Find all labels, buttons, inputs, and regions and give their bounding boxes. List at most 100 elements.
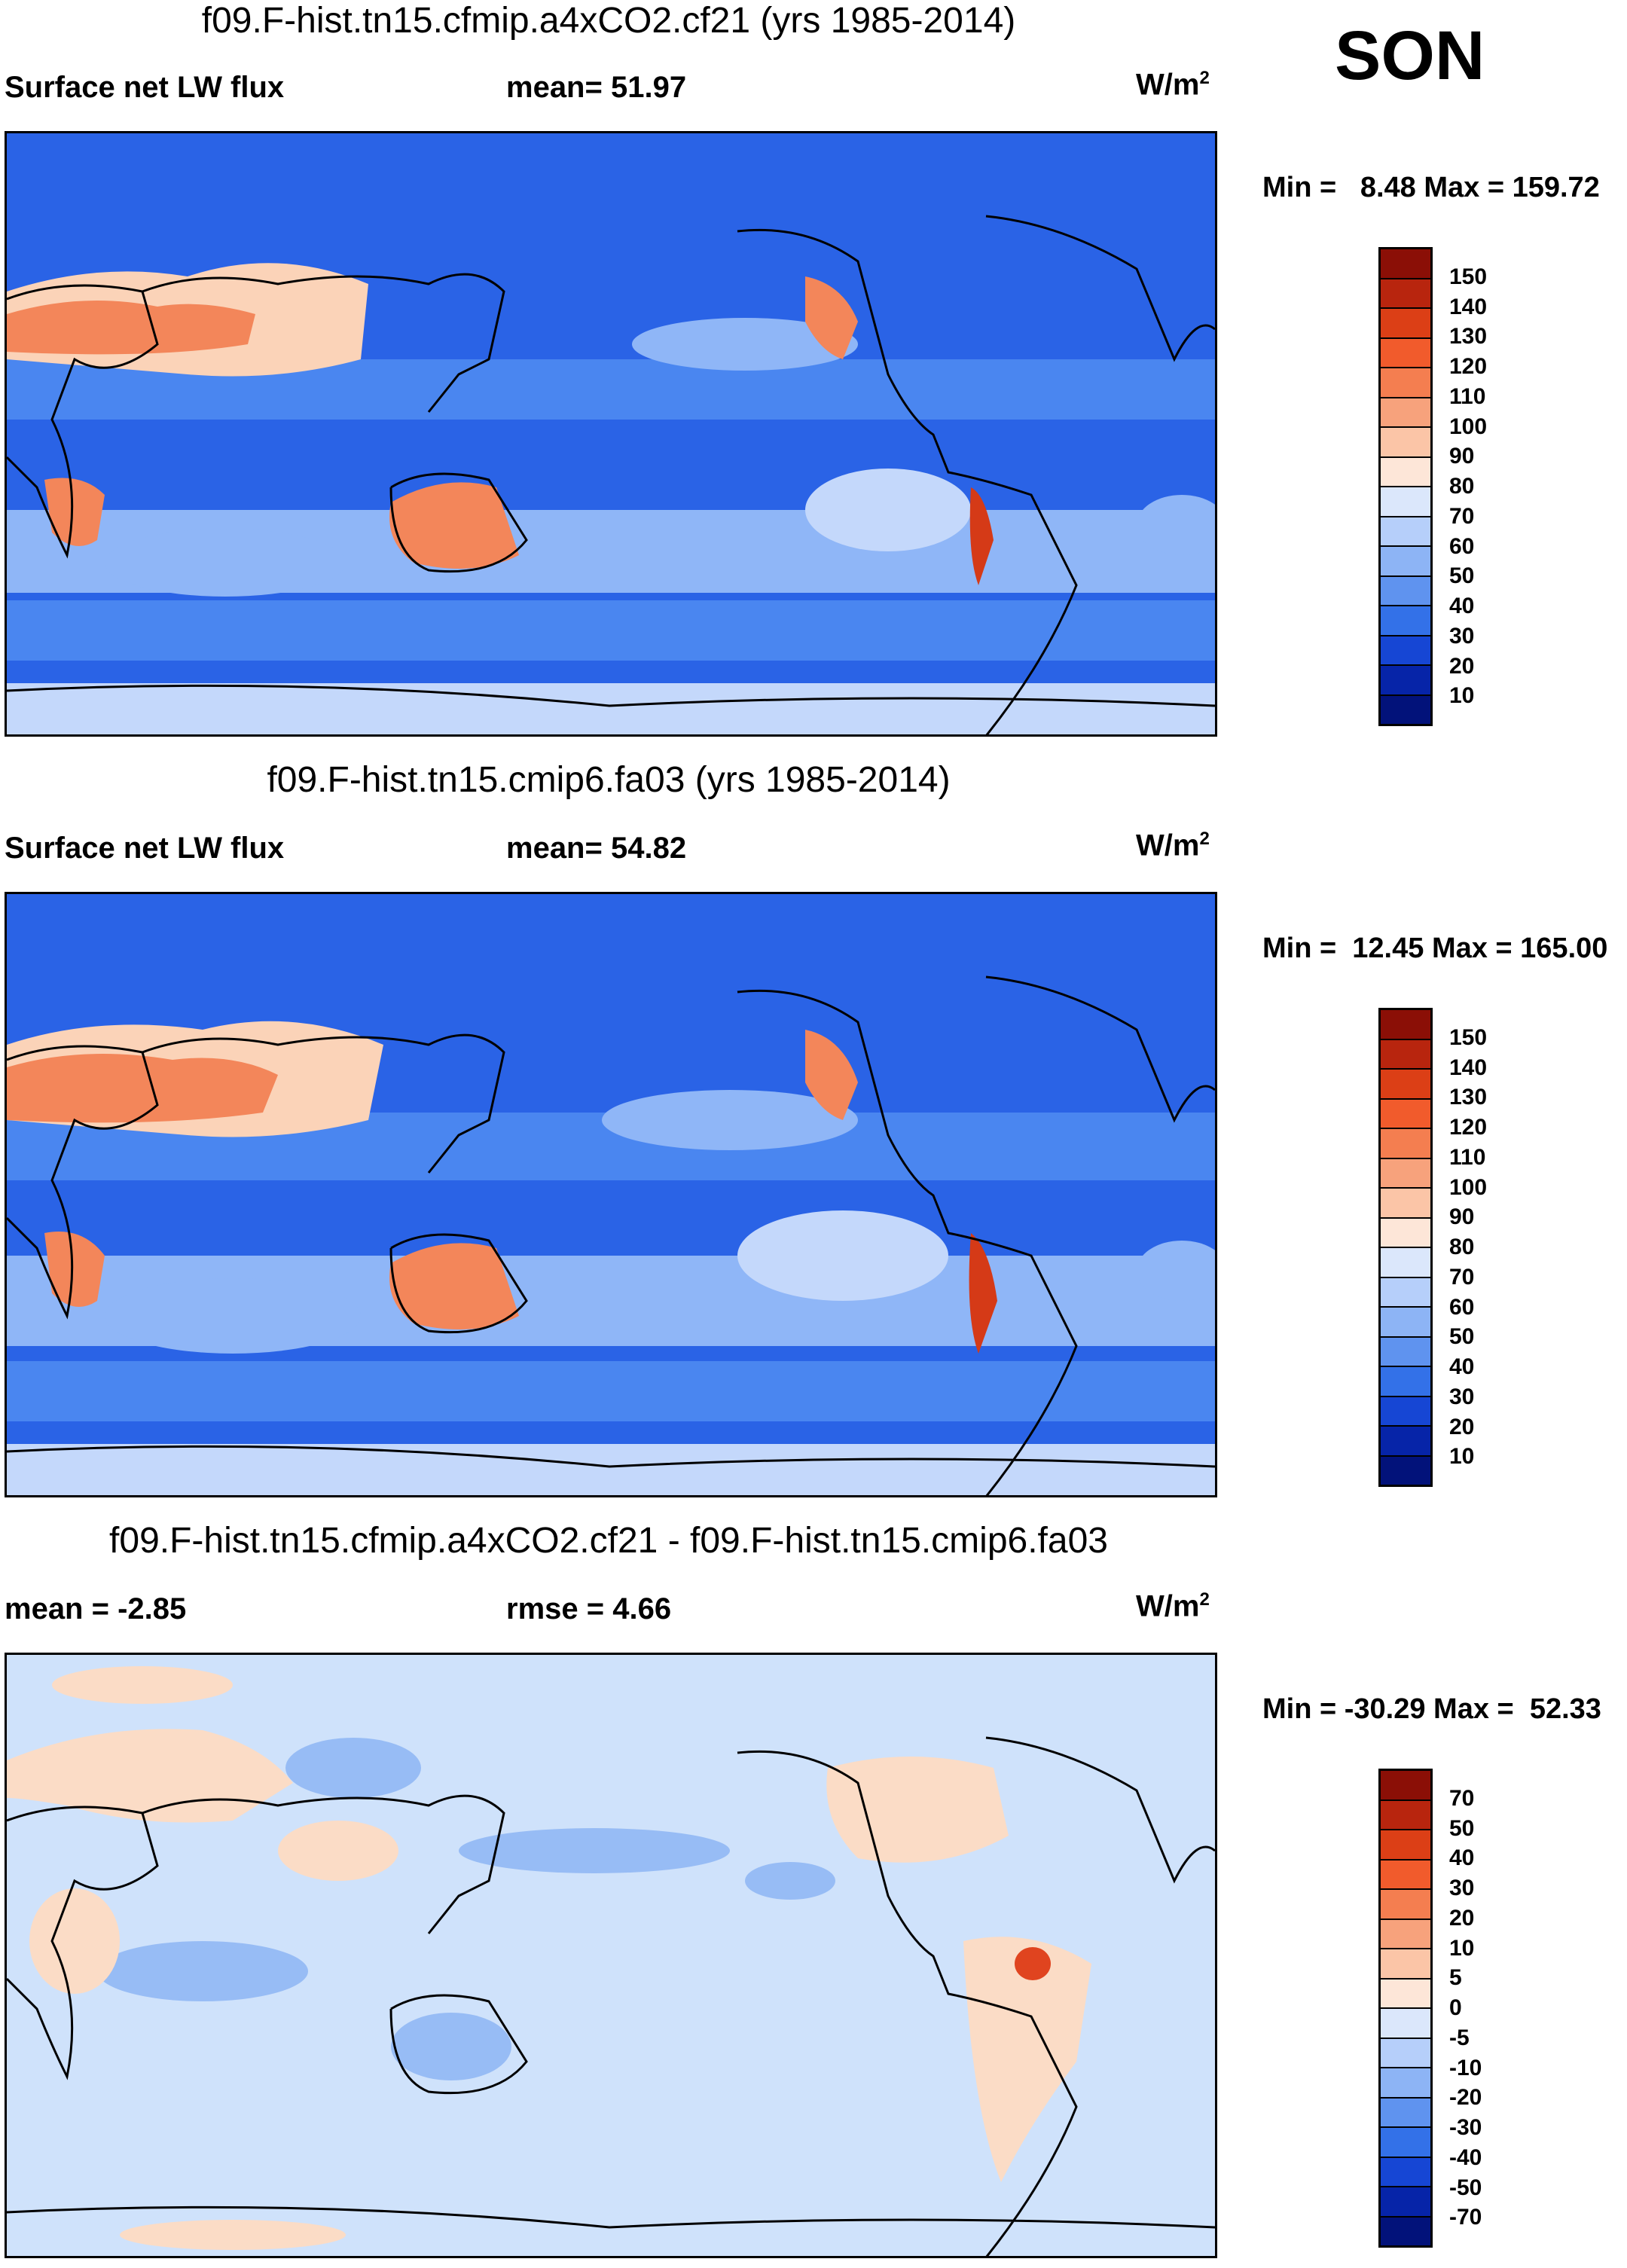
- diff-mean-label: mean = -2.85: [5, 1592, 187, 1625]
- colorbar-top: [1378, 247, 1433, 726]
- colorbar-cell: [1381, 1427, 1430, 1457]
- australia-warm: [389, 482, 519, 569]
- colorbar-cell: [1381, 2157, 1430, 2187]
- antarctic-band: [7, 1444, 1215, 1495]
- panel-title-bottom: f09.F-hist.tn15.cfmip.a4xCO2.cf21 - f09.…: [109, 1521, 1108, 1561]
- panel-title-top: f09.F-hist.tn15.cfmip.a4xCO2.cf21 (yrs 1…: [201, 1, 1016, 41]
- pacific-high-north: [632, 318, 858, 371]
- colorbar-cell: [1381, 1099, 1430, 1129]
- colorbar-cell: [1381, 636, 1430, 666]
- colorbar-cell: [1381, 1890, 1430, 1920]
- colorbar-tick-label: -10: [1449, 2055, 1482, 2080]
- north-pacific-blue: [459, 1828, 730, 1873]
- colorbar-middle: [1378, 1008, 1433, 1487]
- colorbar-cell: [1381, 1830, 1430, 1860]
- colorbar-cell: [1381, 487, 1430, 517]
- colorbar-labels-top: 150 140 130 120 110 100 90 80 70 60 50 40 30 20 10: [1449, 247, 1540, 726]
- pacific-high-north: [602, 1090, 858, 1150]
- africa-warm: [29, 1888, 120, 1994]
- colorbar-tick-label: -20: [1449, 2085, 1482, 2111]
- colorbar-cell: [1381, 1949, 1430, 1980]
- colorbar-cell: [1381, 368, 1430, 398]
- rmse-label: rmse = 4.66: [506, 1592, 672, 1625]
- colorbar-cell: [1381, 695, 1430, 724]
- map-svg-bottom: [7, 1655, 1215, 2256]
- map-panel-bottom: [5, 1653, 1217, 2258]
- colorbar-tick-label: 70: [1449, 503, 1475, 529]
- colorbar-cell: [1381, 2217, 1430, 2245]
- colorbar-tick-label: 10: [1449, 1935, 1475, 1961]
- southern-ocean-band: [7, 600, 1215, 661]
- colorbar-tick-label: 80: [1449, 474, 1475, 499]
- north-america-warm: [826, 1757, 1009, 1863]
- colorbar-cell: [1381, 1337, 1430, 1367]
- colorbar-tick-label: -5: [1449, 2025, 1470, 2050]
- colorbar-tick-label: 30: [1449, 1384, 1475, 1409]
- colorbar-tick-label: 130: [1449, 1085, 1488, 1110]
- colorbar-tick-label: 50: [1449, 1815, 1475, 1841]
- north-america-warm: [805, 1030, 858, 1120]
- colorbar-tick-label: -30: [1449, 2115, 1482, 2140]
- amazon-hotspot: [1015, 1947, 1051, 1980]
- indian-high: [105, 1278, 361, 1354]
- east-asia-warm: [278, 1821, 398, 1881]
- minmax-label-top: Min = 8.48 Max = 159.72: [1262, 172, 1600, 203]
- variable-label-top: Surface net LW flux: [5, 71, 285, 104]
- colorbar-cell: [1381, 1919, 1430, 1949]
- indian-high: [105, 529, 346, 597]
- colorbar-cell: [1381, 1397, 1430, 1427]
- map-panel-middle: [5, 892, 1217, 1497]
- colorbar-cell: [1381, 2128, 1430, 2158]
- map-svg-top: [7, 133, 1215, 734]
- south-america-warm: [963, 1937, 1091, 2182]
- colorbar-tick-label: 70: [1449, 1264, 1475, 1290]
- andes-warm: [969, 1233, 997, 1354]
- southern-africa-warm: [44, 478, 105, 546]
- southern-africa-warm: [44, 1232, 105, 1307]
- australia-blue: [391, 2013, 511, 2080]
- unit-label-bottom: W/m2: [1136, 1589, 1210, 1623]
- sahara-core: [7, 1054, 278, 1123]
- colorbar-cell: [1381, 309, 1430, 339]
- mean-label-middle: mean= 54.82: [506, 832, 687, 865]
- minmax-label-middle: Min = 12.45 Max = 165.00: [1262, 933, 1608, 964]
- colorbar-cell: [1381, 2187, 1430, 2218]
- colorbar-tick-label: 0: [1449, 1995, 1462, 2020]
- colorbar-tick-label: 10: [1449, 1444, 1475, 1470]
- colorbar-cell: [1381, 1158, 1430, 1189]
- colorbar-cell: [1381, 1218, 1430, 1248]
- colorbar-tick-label: 50: [1449, 1324, 1475, 1350]
- colorbar-cell: [1381, 338, 1430, 368]
- colorbar-tick-label: 20: [1449, 1905, 1475, 1931]
- unit-label-middle: W/m2: [1136, 829, 1210, 862]
- colorbar-tick-label: -50: [1449, 2175, 1482, 2200]
- unit-label-top: W/m2: [1136, 68, 1210, 102]
- colorbar-tick-label: 30: [1449, 1876, 1475, 1900]
- central-asia-blue: [285, 1738, 421, 1798]
- colorbar-tick-label: 90: [1449, 444, 1475, 469]
- pacific-high-south: [737, 1210, 948, 1301]
- colorbar-tick-label: 140: [1449, 1055, 1488, 1080]
- colorbar-cell: [1381, 1070, 1430, 1100]
- colorbar-tick-label: 110: [1449, 383, 1486, 409]
- colorbar-tick-label: 150: [1449, 264, 1488, 289]
- atlantic-high: [1137, 495, 1215, 555]
- colorbar-tick-label: 50: [1449, 563, 1475, 589]
- colorbar-cell: [1381, 2038, 1430, 2068]
- panel-title-middle: f09.F-hist.tn15.cmip6.fa03 (yrs 1985-201…: [267, 760, 951, 800]
- colorbar-labels-bottom: 70 50 40 30 20 10 5 0 -5 -10 -20 -30 -40 -50 -70: [1449, 1769, 1540, 2248]
- colorbar-cell: [1381, 576, 1430, 606]
- colorbar-cell: [1381, 249, 1430, 279]
- colorbar-cell: [1381, 1860, 1430, 1890]
- colorbar-cell: [1381, 2098, 1430, 2128]
- colorbar-tick-label: 100: [1449, 1174, 1488, 1200]
- coastlines: [7, 975, 1215, 1495]
- colorbar-cell: [1381, 279, 1430, 309]
- colorbar-cell: [1381, 1248, 1430, 1278]
- colorbar-cell: [1381, 428, 1430, 458]
- colorbar-cell: [1381, 2068, 1430, 2099]
- variable-label-middle: Surface net LW flux: [5, 832, 285, 865]
- colorbar-tick-label: 60: [1449, 1294, 1475, 1320]
- arctic-warm-patch: [52, 1666, 233, 1704]
- coastlines: [7, 1736, 1215, 2256]
